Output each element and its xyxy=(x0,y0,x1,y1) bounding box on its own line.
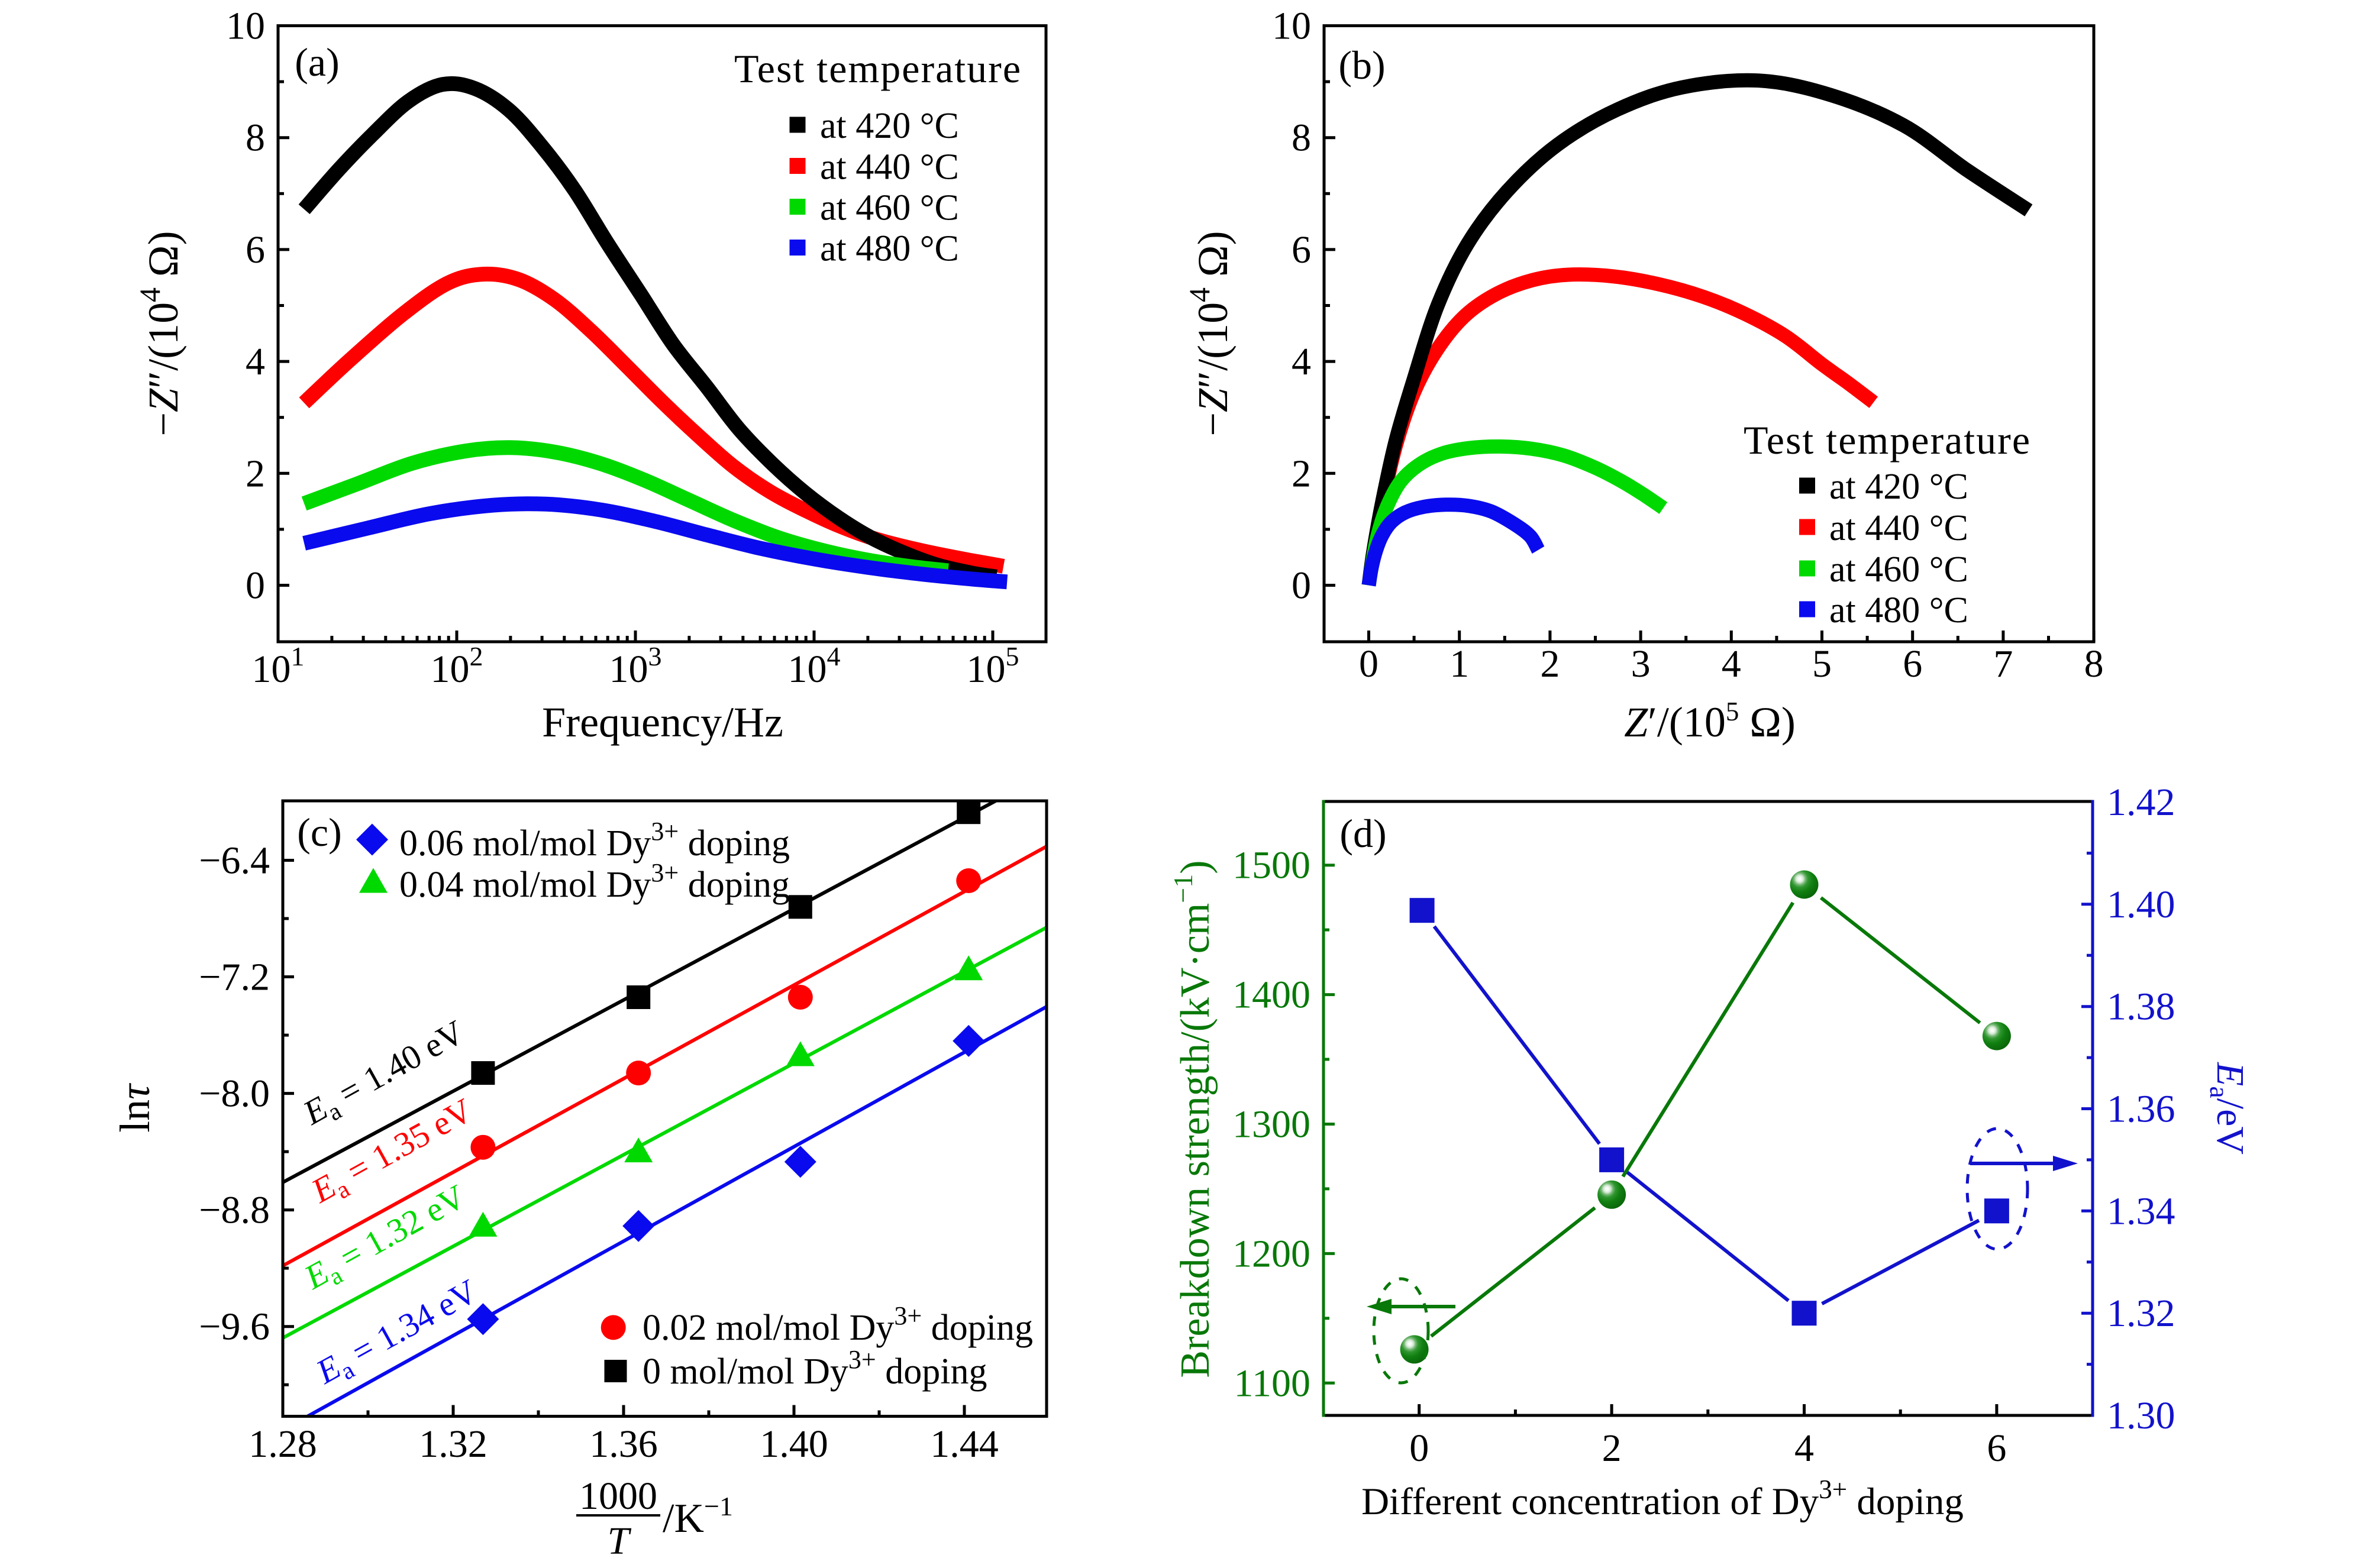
svg-text:Ea/eV: Ea/eV xyxy=(2204,1062,2252,1155)
svg-text:(c): (c) xyxy=(297,810,341,855)
svg-text:2: 2 xyxy=(1540,642,1560,686)
svg-text:0: 0 xyxy=(1359,642,1379,686)
svg-text:at 420 °C: at 420 °C xyxy=(820,106,959,146)
svg-text:0.06 mol/mol Dy3+ doping: 0.06 mol/mol Dy3+ doping xyxy=(399,817,790,864)
svg-text:0 mol/mol Dy3+ doping: 0 mol/mol Dy3+ doping xyxy=(643,1345,987,1392)
svg-text:1: 1 xyxy=(1450,642,1469,686)
svg-text:at 460 °C: at 460 °C xyxy=(1829,549,1968,590)
svg-text:at 440 °C: at 440 °C xyxy=(1829,508,1968,548)
svg-text:4: 4 xyxy=(1794,1427,1814,1470)
svg-text:0: 0 xyxy=(1292,564,1311,607)
svg-text:1500: 1500 xyxy=(1232,844,1310,887)
svg-text:1.44: 1.44 xyxy=(930,1422,999,1466)
svg-text:4: 4 xyxy=(246,340,265,383)
svg-text:(a): (a) xyxy=(295,40,339,85)
svg-text:1400: 1400 xyxy=(1232,974,1310,1017)
svg-text:at 480 °C: at 480 °C xyxy=(820,229,959,269)
svg-text:6: 6 xyxy=(1903,642,1922,686)
svg-text:4: 4 xyxy=(1722,642,1741,686)
svg-text:1.28: 1.28 xyxy=(248,1422,317,1466)
svg-text:10: 10 xyxy=(226,5,265,48)
svg-text:−8.0: −8.0 xyxy=(199,1072,270,1116)
svg-text:−8.8: −8.8 xyxy=(199,1189,270,1232)
svg-text:7: 7 xyxy=(1993,642,2013,686)
svg-text:Different concentration of Dy3: Different concentration of Dy3+ doping xyxy=(1361,1475,1964,1523)
svg-text:1.36: 1.36 xyxy=(2107,1088,2175,1131)
svg-text:1.38: 1.38 xyxy=(2107,985,2175,1029)
svg-text:1000: 1000 xyxy=(579,1475,657,1518)
svg-text:1.36: 1.36 xyxy=(589,1422,658,1466)
svg-text:6: 6 xyxy=(1987,1427,2006,1470)
svg-text:10: 10 xyxy=(1272,5,1311,48)
svg-text:1200: 1200 xyxy=(1232,1232,1310,1275)
svg-text:0.04 mol/mol Dy3+ doping: 0.04 mol/mol Dy3+ doping xyxy=(399,858,790,905)
svg-text:1.32: 1.32 xyxy=(419,1422,488,1466)
svg-text:lnτ: lnτ xyxy=(111,1083,159,1133)
svg-text:at 460 °C: at 460 °C xyxy=(820,188,959,228)
svg-text:0: 0 xyxy=(246,564,265,607)
svg-text:6: 6 xyxy=(1292,228,1311,271)
svg-text:102: 102 xyxy=(431,641,483,691)
svg-text:1.34: 1.34 xyxy=(2107,1189,2175,1233)
svg-text:6: 6 xyxy=(246,228,265,271)
svg-text:1.42: 1.42 xyxy=(2107,781,2175,824)
svg-text:2: 2 xyxy=(1602,1427,1622,1470)
svg-text:(b): (b) xyxy=(1338,43,1385,88)
svg-text:−7.2: −7.2 xyxy=(199,956,270,999)
svg-text:Frequency/Hz: Frequency/Hz xyxy=(542,699,783,746)
svg-text:5: 5 xyxy=(1812,642,1832,686)
svg-text:8: 8 xyxy=(246,117,265,160)
svg-text:4: 4 xyxy=(1292,340,1311,383)
svg-text:1100: 1100 xyxy=(1234,1362,1310,1405)
svg-text:−6.4: −6.4 xyxy=(199,839,270,882)
svg-text:8: 8 xyxy=(1292,117,1311,160)
svg-text:Test temperature: Test temperature xyxy=(1744,418,2031,463)
svg-text:−9.6: −9.6 xyxy=(199,1305,270,1349)
svg-text:−Z″/(104 Ω): −Z″/(104 Ω) xyxy=(133,231,187,436)
svg-text:2: 2 xyxy=(246,452,265,495)
svg-text:3: 3 xyxy=(1631,642,1651,686)
svg-text:1300: 1300 xyxy=(1232,1103,1310,1146)
svg-text:1.40: 1.40 xyxy=(2107,883,2175,926)
svg-text:0: 0 xyxy=(1409,1427,1429,1470)
svg-text:2: 2 xyxy=(1292,452,1311,495)
svg-text:8: 8 xyxy=(2084,642,2104,686)
svg-text:at 480 °C: at 480 °C xyxy=(1829,590,1968,631)
svg-text:at 440 °C: at 440 °C xyxy=(820,147,959,187)
svg-text:1.30: 1.30 xyxy=(2107,1394,2175,1437)
svg-text:1.32: 1.32 xyxy=(2107,1292,2175,1335)
svg-text:T: T xyxy=(608,1519,632,1563)
svg-text:Z′/(105 Ω): Z′/(105 Ω) xyxy=(1624,697,1796,746)
svg-text:at 420 °C: at 420 °C xyxy=(1829,467,1968,507)
svg-text:−Z″/(104 Ω): −Z″/(104 Ω) xyxy=(1183,231,1237,436)
svg-text:Breakdown strength/(kV·cm−1): Breakdown strength/(kV·cm−1) xyxy=(1168,860,1218,1378)
svg-text:(d): (d) xyxy=(1339,811,1386,856)
svg-text:1.40: 1.40 xyxy=(760,1422,828,1466)
svg-text:Test temperature: Test temperature xyxy=(734,46,1022,91)
svg-text:0.02 mol/mol Dy3+ doping: 0.02 mol/mol Dy3+ doping xyxy=(643,1301,1033,1348)
